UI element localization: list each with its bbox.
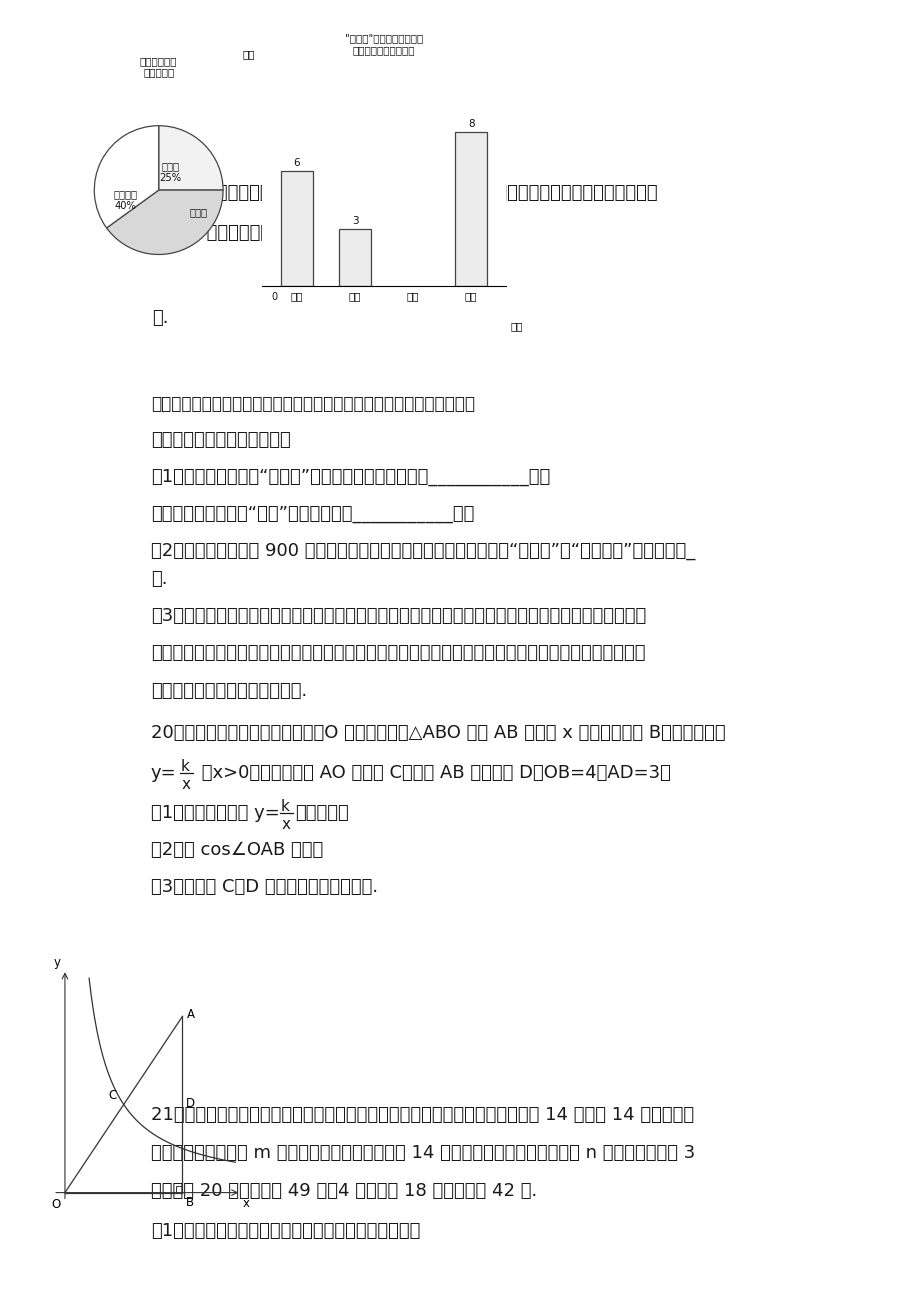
Text: 6: 6 [293,158,300,168]
Bar [455,133,486,286]
Text: （1）层形统计图中，“很喜欢”的部分所对应的圆心角为___________度；: （1）层形统计图中，“很喜欢”的部分所对应的圆心角为___________度； [151,467,550,486]
Text: C: C [108,1088,116,1101]
Text: 蛋黄四种月饼各一个，让甲、乙每人各选一个，请用画树状图法或列表法，求出甲、乙两人中有且只有一: 蛋黄四种月饼各一个，让甲、乙每人各选一个，请用画树状图法或列表法，求出甲、乙两人… [151,644,644,663]
Text: 19．中秋佳节我国有赏月和吃月饼的传统，某校数学兴趣小组为了了解本校学生喜爱月饼的情况，随机抄: 19．中秋佳节我国有赏月和吃月饼的传统，某校数学兴趣小组为了了解本校学生喜爱月饼… [151,185,656,202]
Text: 0: 0 [270,292,277,302]
Text: （2）求 cos∠OAB 的值；: （2）求 cos∠OAB 的值； [151,841,323,859]
Text: y: y [54,957,61,970]
Text: （x>0）的图象经过 AO 的中点 C，且与 AB 相交于点 D，OB=4，AD=3，: （x>0）的图象经过 AO 的中点 C，且与 AB 相交于点 D，OB=4，AD… [196,764,670,781]
Text: k: k [280,799,289,814]
Text: 吞按政府补贴优惠价 m 元收费；若每月用水量超过 14 吞，则超过部分每吞按市场价 n 元收费．小明家 3: 吞按政府补贴优惠价 m 元收费；若每月用水量超过 14 吞，则超过部分每吞按市场… [151,1143,694,1161]
Text: 人选中自己最爱吃的月饼的概率.: 人选中自己最爱吃的月饼的概率. [151,681,307,699]
Text: 人.: 人. [151,570,167,589]
Text: 20．如图，在平面直角坐标系中，O 为坐标原点，△ABO 的边 AB 垂直与 x 轴，垂足为点 B，反比例函数: 20．如图，在平面直角坐标系中，O 为坐标原点，△ABO 的边 AB 垂直与 x… [151,724,724,742]
Text: 3: 3 [351,216,358,225]
Text: 月份用水 20 吞，交水费 49 元；4 月份用水 18 吞，交水费 42 元.: 月份用水 20 吞，交水费 49 元；4 月份用水 18 吞，交水费 42 元. [151,1182,537,1200]
Text: x: x [243,1197,249,1210]
Wedge shape [158,126,223,190]
Bar [339,229,370,286]
Text: 比较喜欢
40%: 比较喜欢 40% [113,189,137,211]
Text: 很喜欢: 很喜欢 [189,207,208,217]
Text: 请根据统计图完成下列问题：: 请根据统计图完成下列问题： [151,431,290,449]
Text: 人数: 人数 [243,49,255,59]
Text: （1）求反比例函数 y=: （1）求反比例函数 y= [151,803,279,822]
Text: 8: 8 [468,120,474,129]
Text: O: O [51,1198,61,1211]
Text: k: k [180,759,189,773]
Text: 喜爱月饼情况
扇形统计图: 喜爱月饼情况 扇形统计图 [140,56,177,77]
Text: B: B [186,1195,194,1208]
Text: （3）甲同学最爱吃云腿月饼，乙同学最爱吃豆沙月饼，现有重量、包装完全一样的云腿、豆沙、莲蓉、: （3）甲同学最爱吃云腿月饼，乙同学最爱吃豆沙月饼，现有重量、包装完全一样的云腿、… [151,608,645,625]
Text: （注：参与问卷调查的每一位同学在任何一种分类统计中只有一种选择）: （注：参与问卷调查的每一位同学在任何一种分类统计中只有一种选择） [151,395,474,413]
Text: x: x [281,816,290,832]
Text: 品种: 品种 [510,322,523,331]
Wedge shape [107,190,223,254]
Wedge shape [95,126,159,228]
Text: D: D [186,1096,195,1109]
Text: （3）求经过 C、D 两点的一次函数解析式.: （3）求经过 C、D 两点的一次函数解析式. [151,878,378,896]
Text: y=: y= [151,764,176,781]
Text: 的解析式；: 的解析式； [295,803,348,822]
Text: 不喜欢
25%: 不喜欢 25% [159,161,181,182]
Text: 图.: 图. [152,309,168,327]
Text: 取了 60 名同学进行问卷调查，经过统计后绘刻了两幅尚不完整的统计: 取了 60 名同学进行问卷调查，经过统计后绘刻了两幅尚不完整的统计 [151,224,496,242]
Text: x: x [182,777,191,792]
Bar [281,171,312,286]
Text: 21．某市为了鼓励居民节约用水，决定实行两级收费制度．若每月用水量不超过 14 吞（含 14 吞），则每: 21．某市为了鼓励居民节约用水，决定实行两级收费制度．若每月用水量不超过 14 … [151,1105,693,1124]
Text: A: A [187,1008,195,1021]
Text: （1）求每吞水的政府补贴优惠价和市场价分别是多少？: （1）求每吞水的政府补贴优惠价和市场价分别是多少？ [151,1223,420,1240]
Text: 条形统计图中，喜欢“豆沙”月饼的学生有___________人；: 条形统计图中，喜欢“豆沙”月饼的学生有___________人； [151,505,473,523]
Text: "很喜欢"月饼的同学最喜吃
的月饼品种各形统计图: "很喜欢"月饼的同学最喜吃 的月饼品种各形统计图 [345,34,423,55]
Text: （2）若该校共有学生 900 人，请根据上述调查结果，估计该校学生中“很喜欢”和“比较喜欢”月饼的共有_: （2）若该校共有学生 900 人，请根据上述调查结果，估计该校学生中“很喜欢”和… [151,542,694,560]
